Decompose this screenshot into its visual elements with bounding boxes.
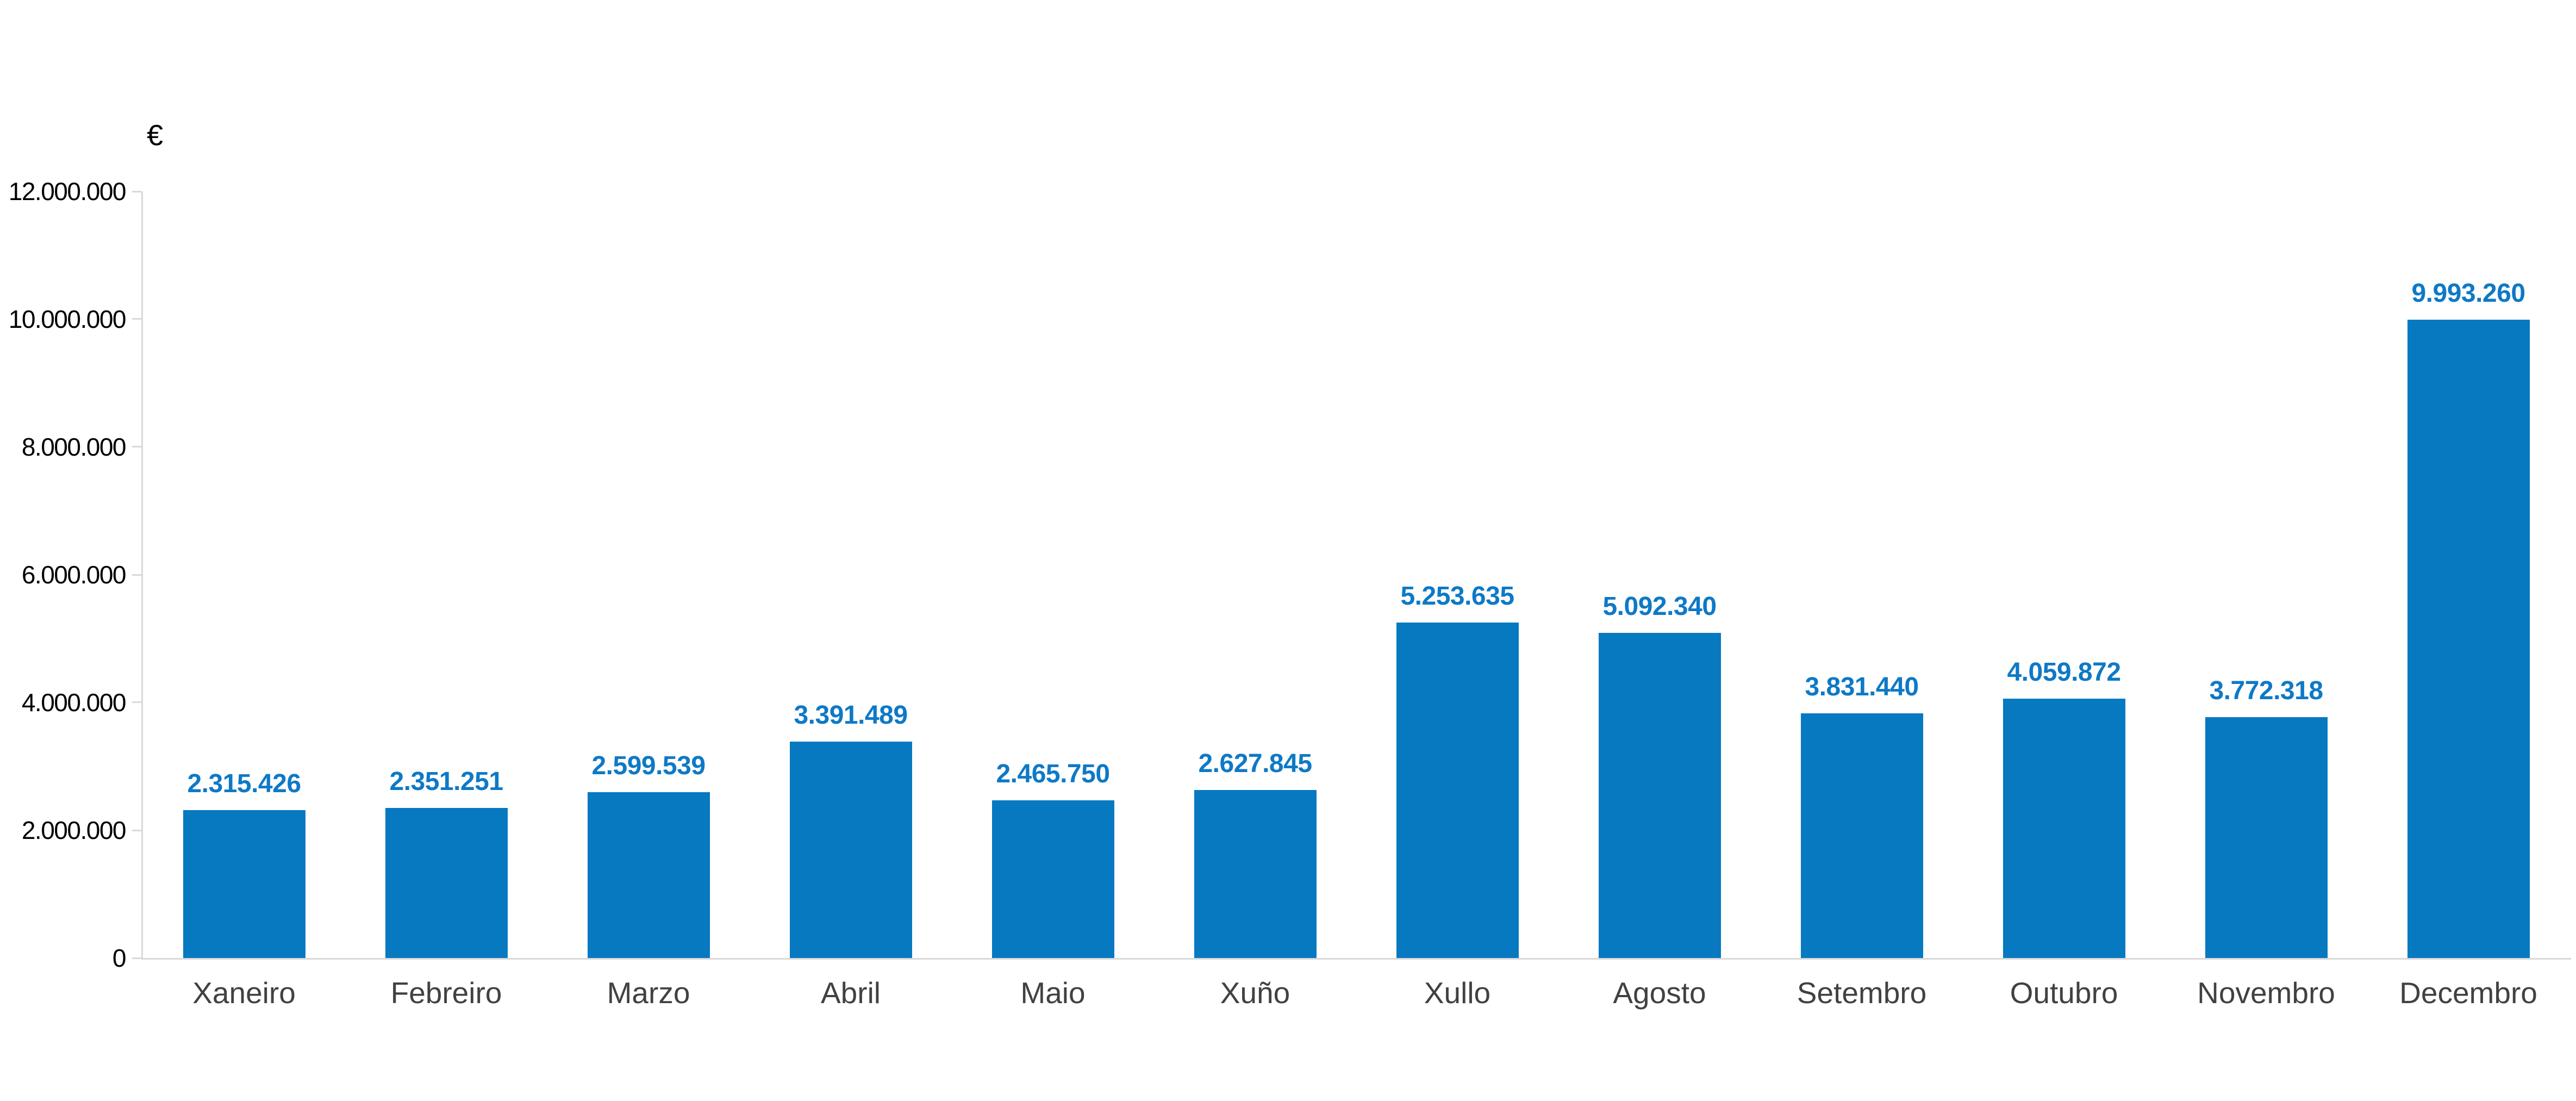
bar[interactable] [385,807,508,958]
y-axis-tick-label: 0 [112,944,127,972]
category-cell: 4.059.872 Outubro [1963,191,2165,1010]
y-axis-tick-label: 6.000.000 [21,561,127,589]
y-axis-tick-mark [132,957,141,959]
category-cell: 2.599.539 Marzo [547,191,750,1010]
bar-value-label: 3.772.318 [2209,676,2323,705]
bar-value-label: 4.059.872 [2007,657,2121,687]
bar[interactable] [991,800,1114,958]
bar[interactable] [1194,790,1317,958]
y-axis-tick-mark [132,318,141,320]
y-axis-tick-mark [132,446,141,448]
category-cell: 2.315.426 Xaneiro [143,191,345,1010]
bar-value-label: 5.092.340 [1602,592,1717,621]
bar-value-label: 2.351.251 [389,767,503,796]
y-axis-tick-mark [132,190,141,192]
x-axis-category-label: Novembro [2197,976,2335,1010]
y-axis-tick-label: 12.000.000 [8,177,127,206]
bar-value-label: 5.253.635 [1400,581,1514,611]
bar[interactable] [789,741,912,958]
x-axis-category-label: Marzo [607,976,690,1010]
bar-value-label: 3.831.440 [1805,672,1919,701]
y-axis-tick-mark [132,829,141,831]
y-axis-unit-label: € [147,119,164,152]
bar-value-label: 3.391.489 [794,700,908,730]
x-axis-category-label: Decembro [2399,976,2537,1010]
category-cell: 9.993.260 Decembro [2367,191,2569,1010]
x-axis-category-label: Agosto [1613,976,1706,1010]
y-axis-tick-mark [132,701,141,704]
x-axis-category-label: Xullo [1424,976,1491,1010]
x-axis-line [141,958,2571,960]
x-axis-category-label: Maio [1020,976,1086,1010]
bar[interactable] [2003,698,2125,958]
bar[interactable] [1598,632,1721,958]
y-axis-tick-label: 2.000.000 [21,816,127,844]
category-cell: 3.391.489 Abril [750,191,952,1010]
category-cell: 2.351.251 Febreiro [345,191,547,1010]
x-axis-category-label: Abril [820,976,881,1010]
x-axis-category-label: Xuño [1220,976,1290,1010]
bar[interactable] [2407,319,2530,958]
bar[interactable] [183,810,305,958]
category-cell: 2.627.845 Xuño [1154,191,1356,1010]
x-axis-category-label: Febreiro [390,976,502,1010]
bar-value-label: 9.993.260 [2411,278,2525,308]
bar[interactable] [1396,622,1519,958]
y-axis-line [141,191,143,958]
bars-container: 2.315.426 Xaneiro 2.351.251 Febreiro 2.599.5… [143,191,2569,1010]
bar-value-label: 2.627.845 [1198,749,1312,779]
bar[interactable] [2205,717,2328,958]
category-cell: 5.092.340 Agosto [1558,191,1761,1010]
bar-value-label: 2.599.539 [591,751,706,780]
plot-area: 12.000.000 10.000.000 8.000.000 6.000.000 4.… [9,177,2571,1010]
category-cell: 3.831.440 Setembro [1761,191,1963,1010]
category-cell: 3.772.318 Novembro [2165,191,2367,1010]
x-axis-category-label: Xaneiro [192,976,296,1010]
bar[interactable] [1800,713,1923,958]
y-axis-tick-label: 8.000.000 [21,433,127,461]
x-axis-category-label: Outubro [2010,976,2118,1010]
y-axis-tick-label: 10.000.000 [8,305,127,333]
category-cell: 2.465.750 Maio [952,191,1154,1010]
bar[interactable] [587,792,710,958]
category-cell: 5.253.635 Xullo [1356,191,1558,1010]
y-axis-tick-label: 4.000.000 [21,688,127,717]
bar-value-label: 2.315.426 [187,769,301,798]
bar-value-label: 2.465.750 [996,760,1110,789]
y-axis-tick-mark [132,574,141,576]
x-axis-category-label: Setembro [1797,976,1927,1010]
